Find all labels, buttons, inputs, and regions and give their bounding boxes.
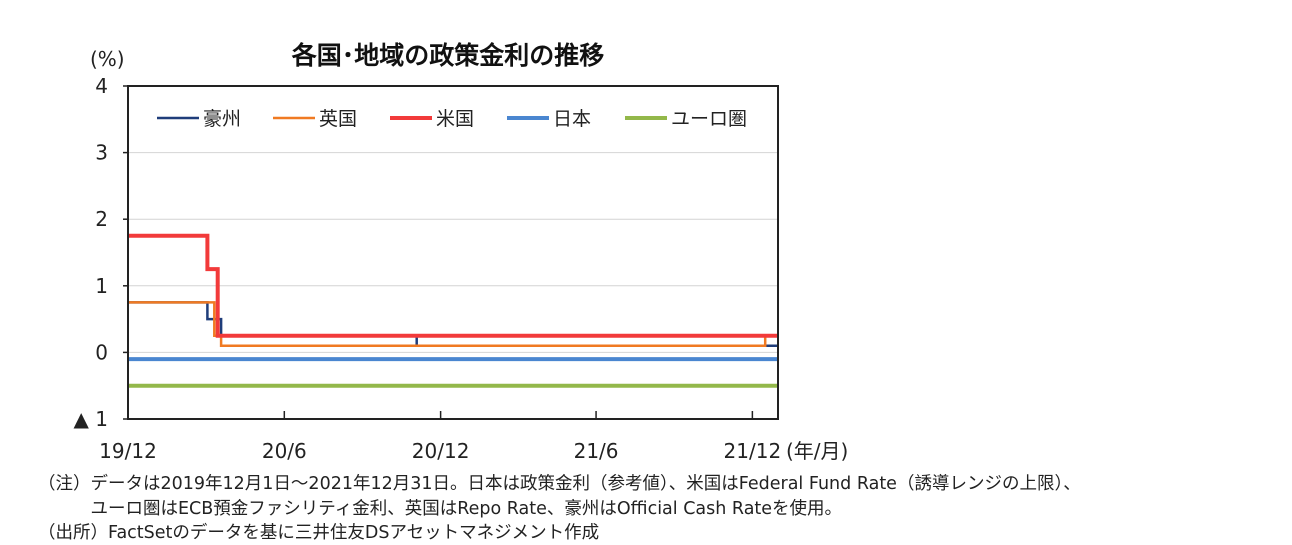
y-tick-label: 2 xyxy=(95,207,108,231)
y-tick-label: 0 xyxy=(95,340,108,364)
x-tick-label: 19/12 xyxy=(99,439,157,463)
y-tick-label: 3 xyxy=(95,141,108,165)
series-line xyxy=(128,301,778,347)
x-tick-label: 20/12 xyxy=(412,439,470,463)
legend-label: 米国 xyxy=(436,108,474,130)
series-line xyxy=(128,233,778,338)
series-lines xyxy=(128,233,778,388)
source-line: （出所）FactSetのデータを基に三井住友DSアセットマネジメント作成 xyxy=(38,523,600,543)
grid xyxy=(128,152,778,353)
y-axis-label: (%) xyxy=(90,47,125,71)
y-tick-labels: 4 3 2 1 0 ▲ 1 xyxy=(74,74,128,431)
legend-label: 日本 xyxy=(553,108,591,130)
legend-label: ユーロ圏 xyxy=(671,108,747,130)
series-line xyxy=(128,301,778,347)
chart-title: 各国･地域の政策金利の推移 xyxy=(291,41,605,70)
y-tick-label: 1 xyxy=(95,274,108,298)
y-tick-label: ▲ 1 xyxy=(74,407,108,431)
chart: 各国･地域の政策金利の推移 (%) 4 3 2 1 0 ▲ 1 19/12 20/6 20/1… xyxy=(74,41,849,463)
legend-label: 豪州 xyxy=(203,108,241,130)
note-line-1: （注）データは2019年12月1日～2021年12月31日。日本は政策金利（参考… xyxy=(38,474,1081,494)
note-line-2: ユーロ圏はECB預金ファシリティ金利、英国はRepo Rate、豪州はOffic… xyxy=(38,499,843,519)
legend-label: 英国 xyxy=(319,108,357,130)
x-tick-label: 21/12 xyxy=(724,439,782,463)
y-tick-label: 4 xyxy=(95,74,108,98)
x-tick-label: 21/6 xyxy=(574,439,619,463)
x-axis-label: (年/月) xyxy=(786,439,848,463)
x-tick-labels: 19/12 20/6 20/12 21/6 21/12 xyxy=(99,411,781,463)
legend: 豪州 英国 米国 日本 ユーロ圏 xyxy=(157,108,747,130)
plot-frame xyxy=(127,85,779,420)
x-tick-label: 20/6 xyxy=(262,439,307,463)
